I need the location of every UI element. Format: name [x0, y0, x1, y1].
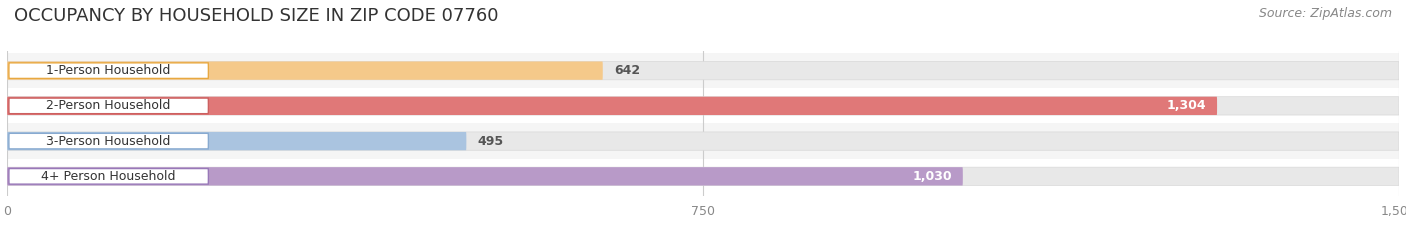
FancyBboxPatch shape [8, 168, 208, 184]
Text: OCCUPANCY BY HOUSEHOLD SIZE IN ZIP CODE 07760: OCCUPANCY BY HOUSEHOLD SIZE IN ZIP CODE … [14, 7, 499, 25]
Text: 642: 642 [614, 64, 640, 77]
Text: 1,304: 1,304 [1167, 99, 1206, 112]
FancyBboxPatch shape [8, 98, 208, 114]
FancyBboxPatch shape [8, 63, 208, 79]
FancyBboxPatch shape [7, 62, 603, 80]
Text: 495: 495 [478, 135, 503, 148]
FancyBboxPatch shape [7, 123, 1399, 159]
FancyBboxPatch shape [7, 132, 1399, 150]
FancyBboxPatch shape [7, 97, 1399, 115]
FancyBboxPatch shape [7, 132, 467, 150]
FancyBboxPatch shape [8, 133, 208, 149]
FancyBboxPatch shape [7, 159, 1399, 194]
FancyBboxPatch shape [7, 97, 1218, 115]
FancyBboxPatch shape [7, 167, 1399, 185]
Text: 1-Person Household: 1-Person Household [46, 64, 172, 77]
Text: 1,030: 1,030 [912, 170, 952, 183]
Text: 4+ Person Household: 4+ Person Household [41, 170, 176, 183]
Text: 2-Person Household: 2-Person Household [46, 99, 172, 112]
FancyBboxPatch shape [7, 167, 963, 185]
Text: 3-Person Household: 3-Person Household [46, 135, 172, 148]
FancyBboxPatch shape [7, 88, 1399, 123]
FancyBboxPatch shape [7, 53, 1399, 88]
Text: Source: ZipAtlas.com: Source: ZipAtlas.com [1258, 7, 1392, 20]
FancyBboxPatch shape [7, 62, 1399, 80]
